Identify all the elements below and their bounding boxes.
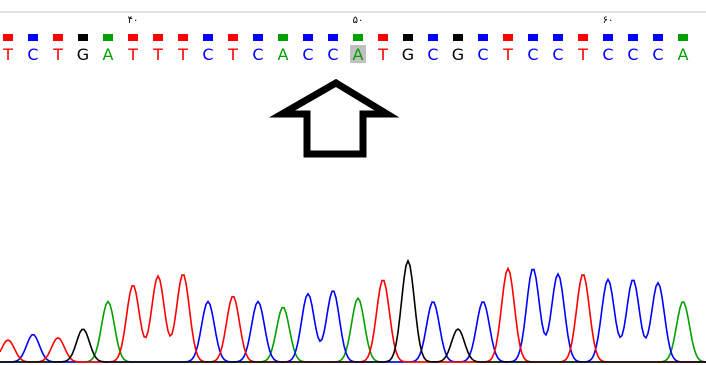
base-call-letter: C: [327, 45, 338, 64]
base-call-letter: T: [152, 45, 163, 64]
base-highlight: [350, 45, 366, 63]
quality-bar: [478, 34, 488, 41]
position-marker: ۴۰: [128, 15, 139, 26]
quality-bar: [528, 34, 538, 41]
quality-bar: [328, 34, 338, 41]
quality-bar: [178, 34, 188, 41]
quality-bar: [353, 34, 363, 41]
trace-g: [0, 258, 706, 363]
base-call-letter: T: [502, 45, 513, 64]
quality-bar: [503, 34, 513, 41]
base-call-letter: C: [627, 45, 638, 64]
base-call-letter: C: [477, 45, 488, 64]
trace-a: [0, 296, 706, 363]
quality-bar: [603, 34, 613, 41]
quality-bar: [628, 34, 638, 41]
base-call-letter: C: [527, 45, 538, 64]
quality-bar: [153, 34, 163, 41]
base-call-letter: T: [577, 45, 588, 64]
quality-bar: [678, 34, 688, 41]
base-call-letter: C: [27, 45, 38, 64]
position-marker-group: ۴۰ ۵۰ ۶۰: [128, 15, 614, 26]
trace-group: [0, 258, 706, 363]
quality-bar: [3, 34, 13, 41]
quality-bar: [553, 34, 563, 41]
base-call-letter: C: [427, 45, 438, 64]
quality-bar: [53, 34, 63, 41]
quality-bar: [653, 34, 663, 41]
up-arrow-outline-icon: [268, 78, 400, 158]
base-call-letter: A: [103, 45, 114, 64]
base-call-letter: C: [202, 45, 213, 64]
base-call-letter: C: [652, 45, 663, 64]
quality-bar-group: [3, 34, 688, 41]
quality-bar: [453, 34, 463, 41]
base-call-letter: T: [227, 45, 238, 64]
quality-bar: [278, 34, 288, 41]
base-call-letter: T: [127, 45, 138, 64]
base-call-letter: A: [278, 45, 289, 64]
base-call-letter: T: [177, 45, 188, 64]
quality-bar: [378, 34, 388, 41]
position-marker: ۵۰: [353, 15, 364, 26]
base-call-letter: G: [452, 45, 464, 64]
base-call-letter: C: [302, 45, 313, 64]
quality-bar: [203, 34, 213, 41]
quality-bar: [28, 34, 38, 41]
quality-bar: [78, 34, 88, 41]
quality-bar: [103, 34, 113, 41]
base-call-letter: T: [2, 45, 13, 64]
base-call-letter: G: [77, 45, 89, 64]
quality-bar: [578, 34, 588, 41]
base-call-letter: T: [377, 45, 388, 64]
quality-bar: [128, 34, 138, 41]
quality-bar: [253, 34, 263, 41]
base-call-letter: A: [353, 45, 364, 64]
quality-bar: [228, 34, 238, 41]
base-call-letter: C: [252, 45, 263, 64]
base-call-letter: G: [402, 45, 414, 64]
quality-bar: [428, 34, 438, 41]
quality-bar: [403, 34, 413, 41]
base-call-letter: T: [52, 45, 63, 64]
quality-bar: [303, 34, 313, 41]
base-call-letter: C: [602, 45, 613, 64]
base-call-letter: C: [552, 45, 563, 64]
highlight-group: [350, 45, 366, 63]
position-marker: ۶۰: [603, 15, 614, 26]
base-call-letter: A: [678, 45, 689, 64]
